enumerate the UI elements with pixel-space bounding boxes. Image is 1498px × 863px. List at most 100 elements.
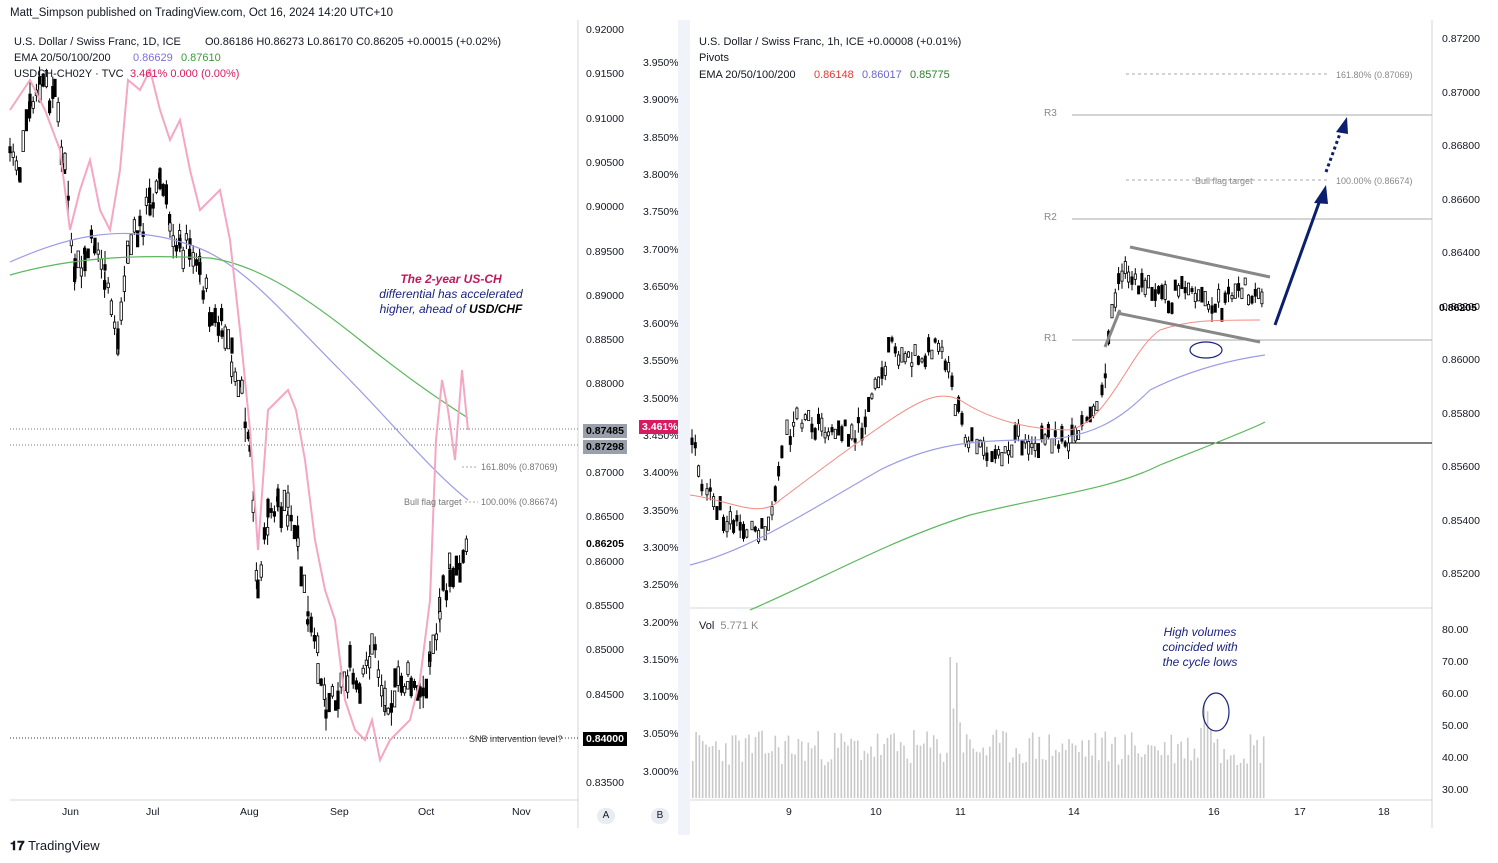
- volume-bar: [969, 739, 971, 798]
- hourly-candle-body: [780, 445, 784, 459]
- left-pct-tick: 3.800%: [643, 168, 679, 181]
- hourly-candle-body: [735, 515, 739, 522]
- daily-candle-body: [171, 235, 175, 248]
- volume-bar: [883, 744, 885, 798]
- volume-bar: [824, 765, 826, 798]
- hourly-candle-body: [810, 423, 814, 433]
- hourly-candle-body: [1117, 273, 1121, 285]
- hourly-candle-body: [910, 362, 914, 367]
- hourly-candle-body: [1260, 291, 1264, 305]
- hourly-candle-body: [967, 440, 971, 449]
- daily-candle-body: [309, 616, 313, 633]
- vol-tick: 80.00: [1442, 624, 1469, 636]
- tradingview-logo[interactable]: 𝟏𝟕 TradingView: [10, 838, 100, 854]
- daily-candle-body: [240, 379, 244, 394]
- volume-bar: [1071, 743, 1074, 798]
- volume-bar: [1180, 741, 1182, 798]
- hourly-candle-body: [850, 424, 854, 440]
- left-ema-200: 0.87610: [181, 52, 221, 64]
- hourly-candle-body: [1210, 305, 1214, 314]
- daily-candle-body: [229, 361, 234, 377]
- hourly-candle-body: [1193, 293, 1197, 302]
- hourly-candle-body: [863, 416, 867, 428]
- hourly-candle-body: [920, 358, 924, 363]
- volume-bar: [1259, 763, 1262, 798]
- scale-a-button[interactable]: A: [597, 808, 615, 824]
- volume-bar: [1177, 743, 1179, 798]
- left-pct-tick: 3.200%: [643, 616, 679, 629]
- hourly-candle-body: [1113, 292, 1117, 308]
- hourly-candle-body: [1140, 272, 1144, 288]
- right-price-tick: 0.85400: [1442, 514, 1480, 527]
- volume-bar: [810, 748, 813, 798]
- hourly-candle-body: [846, 433, 850, 447]
- hourly-candle-body: [1100, 384, 1104, 396]
- volume-bar: [1206, 711, 1209, 798]
- volume-bar: [1114, 737, 1116, 798]
- daily-candle-body: [302, 574, 307, 593]
- volume-bar: [1127, 754, 1130, 798]
- volume-bar: [1223, 749, 1225, 798]
- daily-candle-body: [8, 146, 12, 154]
- publisher-line: Matt_Simpson published on TradingView.co…: [10, 7, 394, 19]
- scale-b-button[interactable]: B: [651, 808, 669, 824]
- hourly-candle-body: [760, 518, 764, 529]
- hourly-candle-body: [700, 483, 704, 492]
- right-fib-161: 161.80% (0.87069): [1336, 70, 1413, 80]
- daily-candle-body: [402, 685, 407, 694]
- volume-bar: [880, 754, 882, 798]
- daily-candle-body: [396, 666, 400, 686]
- volume-bar: [814, 745, 816, 798]
- daily-candle-body: [259, 564, 263, 578]
- hourly-candle-body: [1233, 283, 1237, 299]
- vol-tick: 70.00: [1442, 656, 1469, 668]
- hourly-candle-body: [1103, 373, 1107, 379]
- hourly-candle-body: [870, 393, 874, 399]
- hourly-candle-body: [940, 346, 944, 353]
- right-chart: [690, 20, 1433, 828]
- hourly-candle-body: [725, 521, 729, 533]
- hourly-candle-body: [890, 337, 894, 342]
- hourly-candle-body: [897, 354, 901, 366]
- volume-bar: [876, 733, 879, 798]
- right-fib-100: 100.00% (0.86674): [1336, 176, 1413, 186]
- hourly-candle-body: [738, 521, 742, 531]
- daily-candle-body: [99, 258, 103, 270]
- volume-bar: [906, 758, 909, 798]
- daily-candle-body: [79, 267, 83, 277]
- left-pct-tick: 3.000%: [643, 765, 679, 778]
- left-price-tick: 0.90500: [586, 156, 624, 169]
- hourly-candle-body: [1217, 288, 1221, 303]
- left-ema-label: EMA 20/50/100/200: [14, 52, 111, 64]
- volume-bar: [804, 760, 806, 798]
- daily-candle-body: [386, 707, 390, 715]
- daily-candle-body: [262, 527, 267, 540]
- pivot-r1: R1: [1044, 333, 1057, 344]
- volume-bar: [718, 749, 720, 798]
- flag-lower-line: [1116, 311, 1261, 344]
- hourly-candle-body: [923, 355, 927, 368]
- left-x-tick: Aug: [240, 806, 259, 818]
- volume-bar: [797, 739, 800, 798]
- hourly-candle-body: [840, 426, 844, 442]
- daily-candle-body: [122, 275, 126, 292]
- left-price-tick: 0.88500: [586, 334, 624, 347]
- hourly-candle-body: [1203, 291, 1207, 307]
- vol-ann-2: coincided with: [1162, 640, 1238, 654]
- hourly-candle-body: [1053, 430, 1057, 437]
- volume-bar: [982, 747, 984, 798]
- hourly-candle-body: [975, 438, 979, 455]
- volume-bar: [1107, 761, 1110, 798]
- daily-candle-body: [319, 678, 323, 686]
- volume-bar: [936, 739, 938, 798]
- daily-candle-body: [44, 70, 49, 88]
- daily-candle-body: [243, 421, 247, 429]
- hourly-candle-body: [800, 422, 804, 429]
- volume-bar: [1239, 762, 1242, 798]
- hourly-candle-body: [1110, 304, 1114, 319]
- daily-candle-body: [164, 184, 168, 205]
- daily-candle-body: [379, 685, 384, 697]
- volume-bar: [761, 730, 763, 798]
- volume-bar: [807, 742, 810, 798]
- vol-annotation: High volumes coincided with the cycle lo…: [1140, 625, 1260, 670]
